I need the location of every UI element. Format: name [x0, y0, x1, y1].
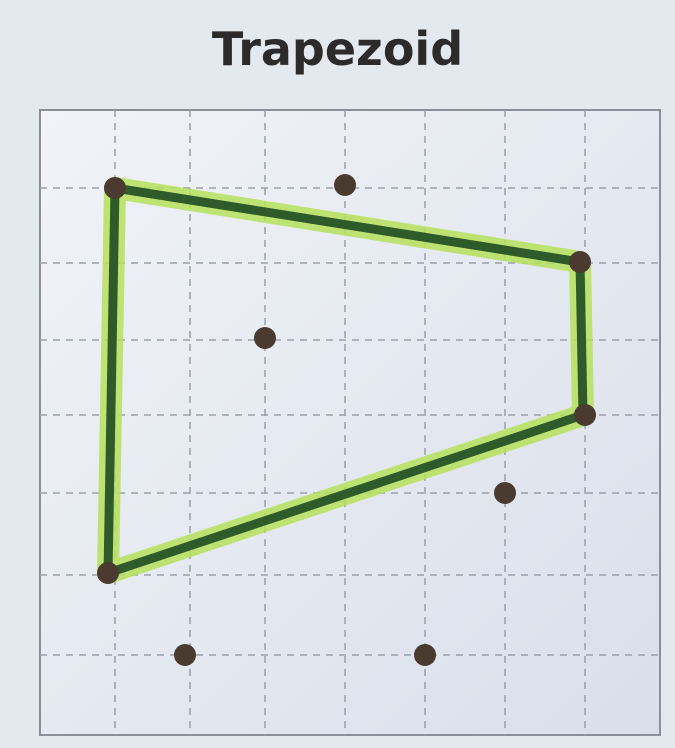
worksheet-diagram [0, 0, 675, 748]
page: Trapezoid (() => { const data = JSON.par… [0, 0, 675, 748]
